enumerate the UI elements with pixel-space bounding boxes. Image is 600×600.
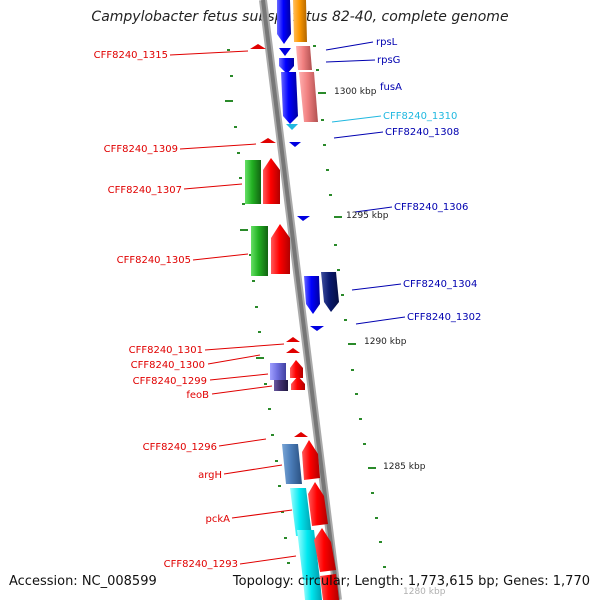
scale-label-1280kbp: 1280 kbp — [403, 587, 446, 597]
genome-summary: Topology: circular; Length: 1,773,615 bp… — [232, 574, 590, 589]
reverse-strand-genes — [245, 44, 339, 600]
gene-label[interactable]: CFF8240_1300 — [131, 360, 205, 371]
reverse-gene-labels: CFF8240_1315 CFF8240_1309 CFF8240_1307 C… — [94, 50, 238, 570]
scale-labels: 1300 kbp 1295 kbp 1290 kbp 1285 kbp 1280… — [334, 87, 446, 597]
leader-lines — [169, 41, 406, 565]
scale-label-1290kbp: 1290 kbp — [364, 337, 407, 347]
forward-strand-genes — [277, 0, 339, 331]
gene-label[interactable]: fusA — [380, 82, 402, 93]
gene-label[interactable]: CFF8240_1293 — [164, 559, 238, 570]
gene-label[interactable]: CFF8240_1305 — [117, 255, 191, 266]
gene-label[interactable]: pckA — [206, 514, 231, 525]
forward-gene-labels: rpsL rpsG fusA CFF8240_1310 CFF8240_1308… — [376, 37, 481, 323]
gene-label[interactable]: CFF8240_1304 — [403, 279, 477, 290]
scale-label-1300kbp: 1300 kbp — [334, 87, 377, 97]
gene-label[interactable]: CFF8240_1307 — [108, 185, 182, 196]
gene-label[interactable]: CFF8240_1308 — [385, 127, 459, 138]
gene-label[interactable]: rpsG — [377, 55, 400, 66]
gene-label[interactable]: CFF8240_1296 — [143, 442, 217, 453]
gene-label[interactable]: CFF8240_1315 — [94, 50, 168, 61]
gene-label[interactable]: rpsL — [376, 37, 398, 48]
genome-backbone — [259, 0, 342, 600]
gene-label[interactable]: argH — [198, 470, 222, 481]
gene-label[interactable]: feoB — [186, 390, 209, 401]
gene-label[interactable]: CFF8240_1302 — [407, 312, 481, 323]
accession-label: Accession: NC_008599 — [9, 574, 157, 589]
tick-marks — [225, 45, 386, 568]
scale-label-1285kbp: 1285 kbp — [383, 462, 426, 472]
gene-label[interactable]: CFF8240_1310 — [383, 111, 457, 122]
gene-label[interactable]: CFF8240_1301 — [129, 345, 203, 356]
scale-label-1295kbp: 1295 kbp — [346, 211, 389, 221]
gene-label[interactable]: CFF8240_1309 — [104, 144, 178, 155]
gene-label[interactable]: CFF8240_1306 — [394, 202, 468, 213]
gene-label[interactable]: CFF8240_1299 — [133, 376, 207, 387]
